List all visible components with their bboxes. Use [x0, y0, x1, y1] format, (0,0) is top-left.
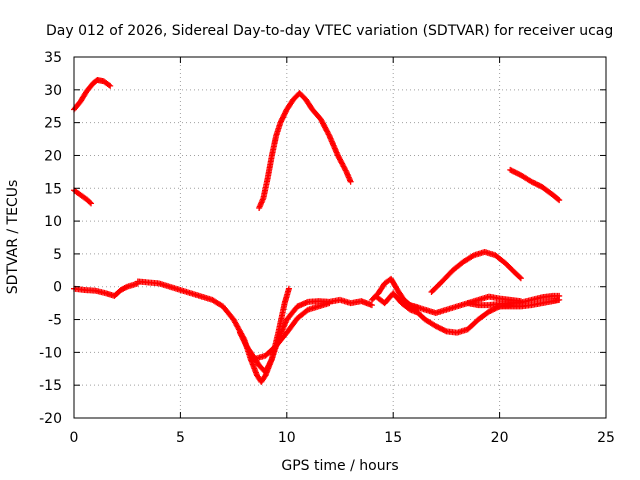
data-point	[368, 302, 375, 309]
data-point	[555, 196, 562, 203]
x-tick-label: 5	[176, 430, 185, 446]
data-point	[347, 178, 354, 185]
y-tick-label: -5	[48, 313, 62, 329]
y-tick-label: 15	[44, 181, 62, 197]
x-tick-label: 25	[597, 430, 615, 446]
tick-labels: 0 5 10 15 20 25 -20 -15 -10 -5 0 5 10 15 20 25 30 35	[39, 50, 615, 446]
data-point	[487, 308, 494, 315]
data-point	[508, 167, 515, 174]
series-arc-early-mid	[71, 187, 95, 207]
series-arc-late-hump	[428, 248, 524, 295]
y-tick-label: 10	[44, 214, 62, 230]
data-point	[535, 181, 542, 188]
y-tick-label: 20	[44, 148, 62, 164]
x-axis-label: GPS time / hours	[281, 458, 398, 474]
plot-border	[73, 56, 607, 419]
data-point	[511, 168, 518, 175]
x-tick-label: 0	[70, 430, 79, 446]
series-arc-late-high	[507, 166, 563, 204]
data-points	[71, 76, 563, 385]
data-point	[432, 323, 439, 330]
data-point	[556, 296, 563, 303]
data-point	[107, 82, 114, 89]
y-tick-label: -10	[39, 345, 62, 361]
data-point	[529, 179, 536, 186]
series-arc-early-high	[71, 76, 114, 113]
y-axis-label: SDTVAR / TECUs	[5, 180, 21, 295]
data-point	[105, 81, 112, 88]
data-point	[434, 323, 441, 330]
data-point	[515, 170, 522, 177]
data-point	[532, 180, 539, 187]
data-point	[513, 170, 520, 177]
data-point	[489, 306, 496, 313]
data-point	[488, 307, 495, 314]
data-point	[122, 284, 129, 291]
data-point	[528, 178, 535, 185]
data-point	[491, 306, 498, 313]
y-tick-label: -15	[39, 378, 62, 394]
data-point	[485, 308, 492, 315]
y-tick-label: 30	[44, 83, 62, 99]
x-tick-label: 15	[384, 430, 402, 446]
y-tick-label: -20	[39, 411, 62, 427]
data-point	[88, 200, 95, 207]
data-point	[469, 253, 476, 260]
series-arc-early-baseline	[71, 280, 141, 299]
y-tick-label: 35	[44, 50, 62, 66]
y-tick-label: 25	[44, 116, 62, 132]
chart-title: Day 012 of 2026, Sidereal Day-to-day VTE…	[46, 23, 613, 39]
data-point	[507, 166, 514, 173]
series-arc-dip-recovery	[251, 300, 333, 362]
data-point	[536, 182, 543, 189]
series-arc-late-baseline	[464, 292, 563, 309]
x-tick-label: 20	[491, 430, 509, 446]
series-arc-midday-peak	[256, 90, 354, 211]
data-point	[439, 326, 446, 333]
data-point	[438, 325, 445, 332]
data-point	[531, 180, 538, 187]
data-point	[516, 274, 523, 281]
data-point	[285, 285, 292, 292]
y-tick-label: 0	[53, 280, 62, 296]
x-tick-label: 10	[278, 430, 296, 446]
data-point	[442, 327, 449, 334]
data-point	[517, 275, 524, 282]
series-arc-late-baseline-2	[496, 296, 563, 310]
data-point	[509, 168, 516, 175]
plot-frame	[73, 56, 607, 419]
data-point	[435, 324, 442, 331]
data-point	[436, 325, 443, 332]
data-point	[512, 169, 519, 176]
grid-lines	[74, 57, 606, 418]
y-tick-label: 5	[53, 247, 62, 263]
data-point	[556, 197, 563, 204]
series-arc-main-dip	[134, 278, 375, 385]
data-point	[440, 327, 447, 334]
data-point	[326, 300, 333, 307]
data-point	[533, 181, 540, 188]
data-point	[86, 199, 93, 206]
